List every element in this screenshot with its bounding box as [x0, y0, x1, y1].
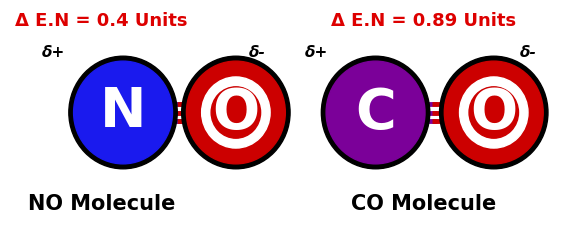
Ellipse shape — [182, 56, 290, 169]
Text: Δ E.N = 0.89 Units: Δ E.N = 0.89 Units — [331, 12, 516, 30]
Text: N: N — [100, 86, 146, 140]
Ellipse shape — [326, 61, 425, 164]
Text: O: O — [470, 86, 518, 140]
Ellipse shape — [469, 87, 519, 138]
Ellipse shape — [73, 61, 172, 164]
Ellipse shape — [459, 77, 528, 148]
Text: δ-: δ- — [520, 45, 537, 60]
Ellipse shape — [321, 56, 430, 169]
Ellipse shape — [69, 56, 177, 169]
Ellipse shape — [440, 56, 548, 169]
Text: δ+: δ+ — [305, 45, 328, 60]
Ellipse shape — [202, 77, 270, 148]
Text: NO Molecule: NO Molecule — [28, 194, 175, 214]
Text: δ+: δ+ — [42, 45, 65, 60]
Ellipse shape — [211, 87, 260, 138]
Text: CO Molecule: CO Molecule — [351, 194, 497, 214]
Ellipse shape — [444, 61, 543, 164]
Text: δ-: δ- — [249, 45, 266, 60]
Text: O: O — [212, 86, 259, 140]
Ellipse shape — [186, 61, 285, 164]
Text: C: C — [355, 86, 396, 140]
Text: Δ E.N = 0.4 Units: Δ E.N = 0.4 Units — [15, 12, 188, 30]
